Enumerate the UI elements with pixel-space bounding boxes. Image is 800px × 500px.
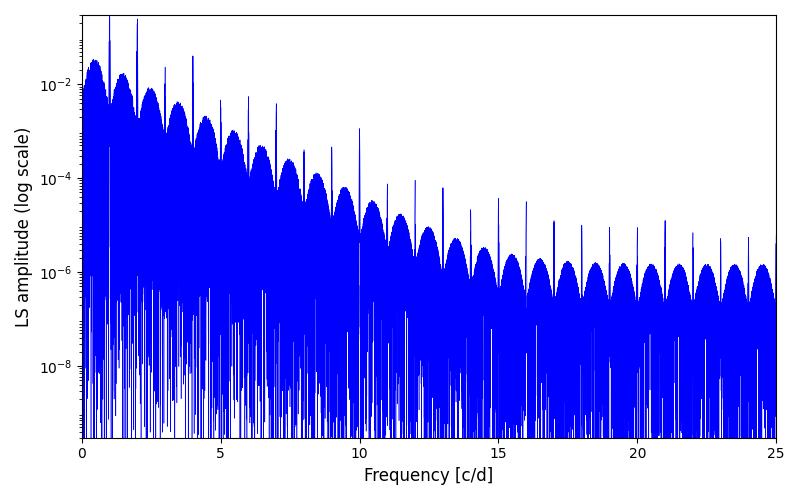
Y-axis label: LS amplitude (log scale): LS amplitude (log scale) [15,126,33,326]
X-axis label: Frequency [c/d]: Frequency [c/d] [364,467,494,485]
